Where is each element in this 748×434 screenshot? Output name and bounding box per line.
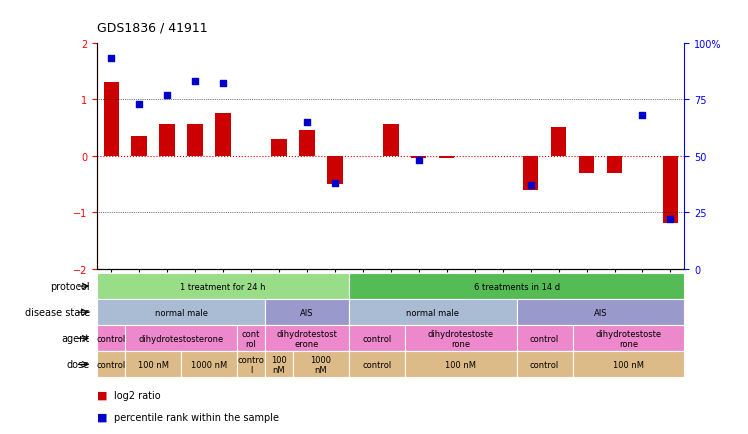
Bar — [293, 352, 349, 378]
Bar — [215, 114, 230, 156]
Point — [524, 182, 536, 189]
Point — [189, 78, 201, 85]
Bar — [579, 156, 594, 173]
Bar — [439, 156, 455, 159]
Bar — [132, 136, 147, 156]
Bar — [188, 125, 203, 156]
Text: protocol: protocol — [50, 282, 90, 291]
Bar — [272, 139, 286, 156]
Bar — [551, 128, 566, 156]
Text: normal male: normal male — [406, 308, 459, 317]
Point — [329, 180, 341, 187]
Bar — [405, 352, 517, 378]
Text: agent: agent — [61, 334, 90, 343]
Text: normal male: normal male — [155, 308, 208, 317]
Text: 100
nM: 100 nM — [271, 355, 287, 374]
Point — [413, 157, 425, 164]
Text: log2 ratio: log2 ratio — [114, 390, 160, 400]
Point — [664, 216, 676, 223]
Bar — [103, 83, 119, 156]
Bar — [265, 352, 293, 378]
Text: 100 nM: 100 nM — [138, 360, 168, 369]
Bar — [349, 352, 405, 378]
Text: control: control — [96, 334, 126, 343]
Text: 1 treatment for 24 h: 1 treatment for 24 h — [180, 282, 266, 291]
Text: 6 treatments in 14 d: 6 treatments in 14 d — [473, 282, 560, 291]
Text: dihydrotestost
erone: dihydrotestost erone — [277, 329, 337, 348]
Bar — [517, 326, 572, 352]
Point — [105, 56, 117, 62]
Bar — [517, 299, 684, 326]
Text: 100 nM: 100 nM — [613, 360, 644, 369]
Text: percentile rank within the sample: percentile rank within the sample — [114, 412, 279, 421]
Bar — [125, 352, 181, 378]
Bar — [411, 156, 426, 159]
Text: AIS: AIS — [594, 308, 607, 317]
Text: control: control — [362, 360, 391, 369]
Bar — [237, 326, 265, 352]
Bar — [159, 125, 175, 156]
Text: dose: dose — [67, 360, 90, 369]
Point — [637, 112, 649, 119]
Text: AIS: AIS — [300, 308, 313, 317]
Bar — [383, 125, 399, 156]
Bar — [125, 326, 237, 352]
Bar — [405, 326, 517, 352]
Text: control: control — [362, 334, 391, 343]
Bar — [349, 273, 684, 299]
Bar — [349, 299, 517, 326]
Bar — [97, 352, 125, 378]
Text: control: control — [96, 360, 126, 369]
Bar — [237, 352, 265, 378]
Bar — [572, 352, 684, 378]
Text: control: control — [530, 360, 560, 369]
Text: dihydrotestoste
rone: dihydrotestoste rone — [595, 329, 661, 348]
Bar — [97, 273, 349, 299]
Text: ■: ■ — [97, 412, 111, 421]
Text: 1000
nM: 1000 nM — [310, 355, 331, 374]
Bar — [572, 326, 684, 352]
Point — [217, 81, 229, 88]
Text: ■: ■ — [97, 390, 111, 400]
Point — [133, 101, 145, 108]
Bar — [607, 156, 622, 173]
Text: control: control — [530, 334, 560, 343]
Bar — [663, 156, 678, 224]
Bar — [517, 352, 572, 378]
Bar — [523, 156, 539, 190]
Bar — [327, 156, 343, 184]
Point — [161, 92, 173, 99]
Text: GDS1836 / 41911: GDS1836 / 41911 — [97, 22, 208, 35]
Bar — [97, 326, 125, 352]
Bar — [265, 326, 349, 352]
Point — [301, 119, 313, 126]
Bar — [299, 131, 315, 156]
Bar — [265, 299, 349, 326]
Bar — [181, 352, 237, 378]
Text: 100 nM: 100 nM — [445, 360, 476, 369]
Bar — [349, 326, 405, 352]
Text: contro
l: contro l — [238, 355, 265, 374]
Bar — [97, 299, 265, 326]
Text: cont
rol: cont rol — [242, 329, 260, 348]
Text: dihydrotestosterone: dihydrotestosterone — [138, 334, 224, 343]
Text: dihydrotestoste
rone: dihydrotestoste rone — [428, 329, 494, 348]
Text: disease state: disease state — [25, 308, 90, 317]
Text: 1000 nM: 1000 nM — [191, 360, 227, 369]
